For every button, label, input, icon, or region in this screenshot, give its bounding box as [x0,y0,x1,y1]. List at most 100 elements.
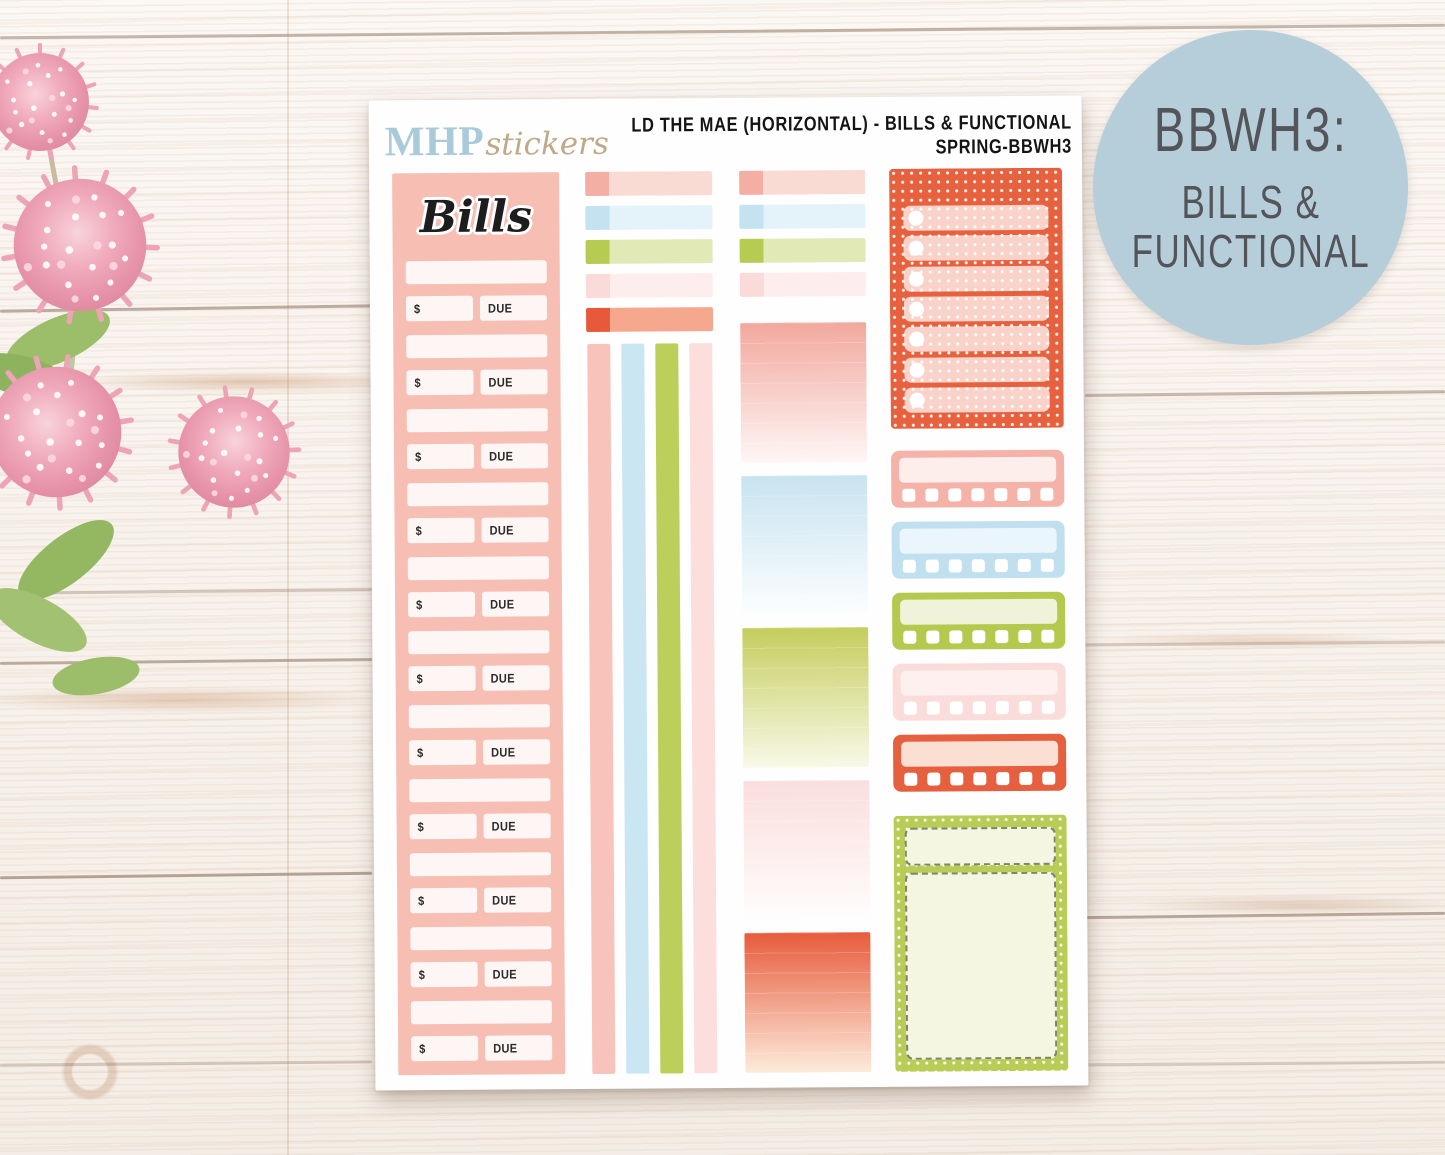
wood-plank-line [1084,1060,1445,1067]
bill-name-field [406,334,548,359]
tracker-checkboxes [904,771,1056,786]
bill-entry: $ DUE [405,260,548,322]
tracker-label-area [899,456,1057,483]
habit-tracker-pink [891,449,1065,508]
bill-name-field [410,1000,552,1025]
bill-due-row: $ DUE [409,739,551,766]
checkbox-cell [1040,558,1054,572]
flower-decoration [0,40,380,696]
checkbox-cell [948,488,962,502]
bills-header: Bills [392,172,560,261]
product-badge: BBWH3: BILLS & FUNCTIONAL [1093,30,1408,345]
bullet-icon [908,271,924,287]
bill-amount-field: $ [407,517,475,544]
bullet-icon [909,392,925,408]
amount-label: $ [416,597,423,612]
bill-name-field [406,408,548,433]
long-stripe-group [586,343,718,1074]
due-label: DUE [492,892,517,908]
amount-label: $ [414,375,422,390]
bill-due-row: $ DUE [407,517,549,544]
product-badge-text: BBWH3: BILLS & FUNCTIONAL [1131,100,1370,275]
bill-entry: $ DUE [406,334,548,396]
amount-label: $ [413,301,421,316]
washi-strip-red [586,307,714,332]
bill-amount-field: $ [411,1035,479,1062]
ombre-block-blue [741,474,869,616]
bill-amount-field: $ [408,665,476,692]
bullet-icon [909,362,925,378]
pom-flower [0,339,148,524]
sticker-sheet: MHPstickers LD THE MAE (HORIZONTAL) - BI… [368,95,1089,1091]
checklist-row [903,265,1049,292]
checkbox-cell [926,701,940,715]
bullet-icon [908,240,924,257]
checkbox-cell [971,559,985,573]
bill-amount-field: $ [406,443,475,470]
checkbox-cell [994,488,1008,502]
bill-due-row: $ DUE [408,665,550,692]
flower-stem [59,289,81,471]
badge-label-line2: FUNCTIONAL [1131,224,1370,277]
tracker-label-area [901,740,1059,767]
checkbox-cell [904,772,918,786]
header-strip-group [585,171,714,332]
bill-name-field [407,556,549,581]
bill-amount-field: $ [409,813,477,840]
bill-amount-field: $ [410,961,478,988]
bills-header-label: Bills [419,190,533,243]
bill-due-row: $ DUE [405,295,548,322]
wood-plank-line [0,871,373,880]
polka-notes-sticker [893,814,1069,1072]
polka-checklist-sticker [889,167,1064,429]
amount-label: $ [419,1041,426,1056]
checklist-row [904,326,1050,353]
checkbox-cell [925,559,939,573]
washi-strip-pink [739,170,866,195]
checklist-rows [903,204,1050,413]
washi-strip-green [739,238,866,263]
bill-name-field [407,482,549,507]
checklist-row [904,356,1050,383]
sheet-title-line2: SPRING-BBWH3 [935,135,1072,159]
brand-logo-mhp: MHP [384,118,485,166]
amount-label: $ [416,671,424,686]
bills-column-sticker: Bills $ DUE [392,172,566,1076]
tracker-checkboxes [902,487,1054,502]
washi-strip-lightpink [585,273,713,298]
checkbox-cell [995,630,1009,644]
bills-rows: $ DUE $ DUE [393,260,566,1075]
bill-entry: $ DUE [407,482,549,544]
bill-due-row: $ DUE [406,369,548,396]
pom-flower [0,146,179,342]
checklist-row [904,386,1050,413]
brand-logo: MHPstickers [385,117,609,167]
bill-name-field [410,926,552,951]
checkbox-cell [926,630,940,644]
bill-amount-field: $ [405,295,474,322]
checkbox-cell [1017,487,1031,501]
tracker-checkboxes [903,700,1055,715]
ombre-block-green [742,627,870,768]
bullet-icon [909,331,925,348]
long-stripe-lightpink [689,343,718,1074]
bill-due-field: DUE [484,887,552,913]
notes-body-area [904,871,1058,1060]
bill-due-field: DUE [480,369,548,395]
due-label: DUE [493,1040,518,1056]
checkbox-cell [1018,629,1032,643]
bill-entry: $ DUE [410,1000,553,1062]
amount-label: $ [418,893,425,908]
washi-strip-lightpink [739,272,866,297]
bill-entry: $ DUE [409,778,551,840]
checkbox-cell [1040,487,1054,501]
functional-column [889,167,1069,1072]
notes-header-area [904,826,1056,866]
bill-amount-field: $ [410,887,478,914]
bill-amount-field: $ [409,739,477,766]
bill-due-field: DUE [485,1035,553,1061]
habit-tracker-red [892,733,1067,792]
checkbox-cell [973,772,987,786]
bill-name-field [408,630,550,655]
washi-strip-green [585,239,713,264]
